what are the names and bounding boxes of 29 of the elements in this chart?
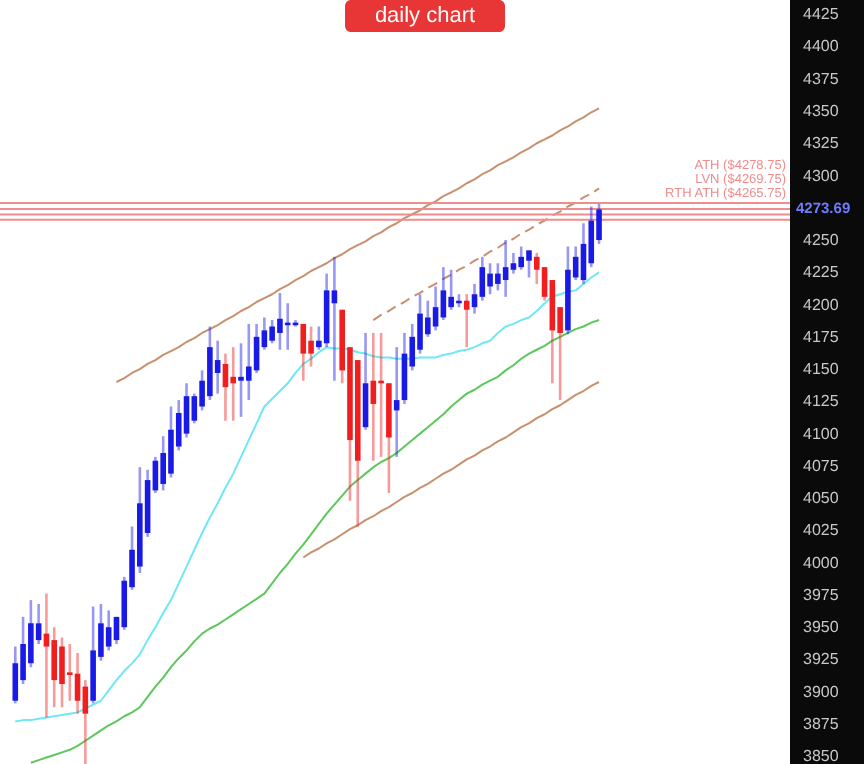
y-tick-label: 4225 (803, 263, 840, 282)
y-tick-label: 4150 (803, 360, 840, 379)
y-tick-label: 3975 (803, 585, 840, 604)
line-series (115, 107, 601, 383)
line-series (14, 271, 601, 723)
y-tick-label: 4300 (803, 166, 840, 185)
y-tick-label: 4025 (803, 521, 840, 540)
y-tick-label: 4000 (803, 553, 840, 572)
y-tick-label: 3950 (803, 618, 840, 637)
y-tick-label: 4050 (803, 489, 840, 508)
y-tick-label: 4125 (803, 392, 840, 411)
y-tick-label: 4100 (803, 424, 840, 443)
y-tick-label: 4175 (803, 327, 840, 346)
y-tick-label: 3900 (803, 682, 840, 701)
y-tick-label: 4075 (803, 456, 840, 475)
y-tick-label: 3925 (803, 650, 840, 669)
y-tick-label: 4375 (803, 69, 840, 88)
y-tick-label: 4425 (803, 5, 840, 24)
line-series (372, 187, 601, 322)
line-series (302, 381, 601, 559)
y-tick-label: 4250 (803, 231, 840, 250)
y-tick-label: 4325 (803, 134, 840, 153)
line-series (29, 319, 601, 764)
chart-title: daily chart (374, 4, 476, 28)
y-tick-label: 3850 (803, 747, 840, 764)
y-tick-label: 3875 (803, 714, 840, 733)
y-tick-label: 4200 (803, 295, 840, 314)
y-tick-label: 4400 (803, 37, 840, 56)
y-tick-label: 4350 (803, 101, 840, 120)
